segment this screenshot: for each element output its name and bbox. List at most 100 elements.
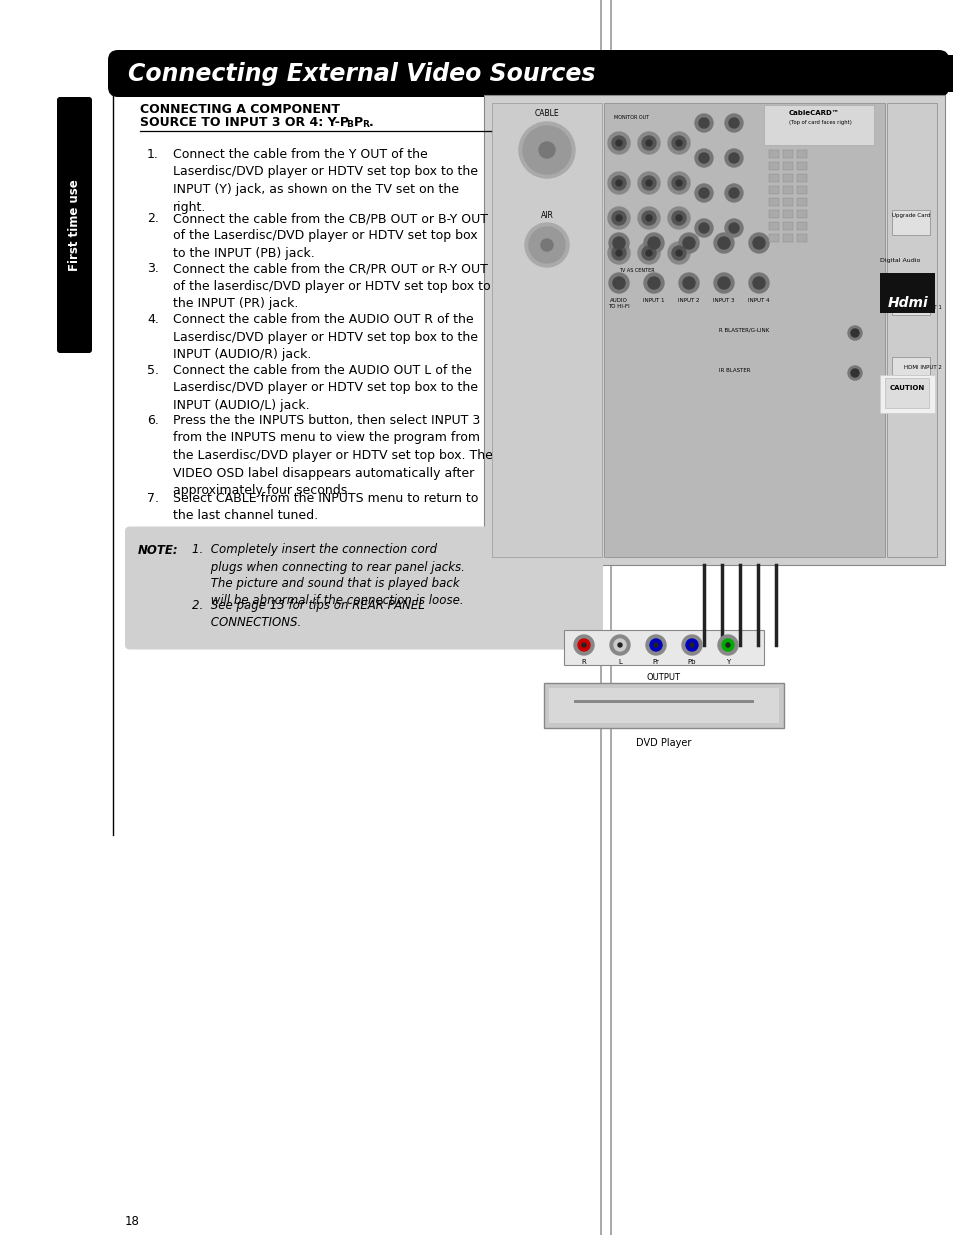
Circle shape [671, 211, 685, 225]
Bar [782, 186, 792, 194]
Circle shape [689, 643, 693, 647]
Circle shape [612, 177, 625, 190]
Circle shape [581, 643, 585, 647]
Text: First time use: First time use [68, 179, 81, 270]
Text: Upgrade Card: Upgrade Card [891, 212, 929, 219]
Text: 4.: 4. [147, 312, 159, 326]
Circle shape [728, 188, 739, 198]
Circle shape [616, 249, 621, 256]
Circle shape [667, 132, 689, 154]
Circle shape [641, 211, 656, 225]
Text: Pr: Pr [652, 659, 659, 664]
Circle shape [612, 246, 625, 261]
Bar [886, 103, 936, 557]
Circle shape [538, 142, 555, 158]
Text: R: R [581, 659, 586, 664]
Circle shape [607, 242, 629, 264]
Circle shape [676, 249, 681, 256]
Bar [574, 700, 753, 703]
Bar [782, 198, 792, 206]
Text: 1.: 1. [147, 148, 159, 161]
Circle shape [616, 140, 621, 146]
Text: 1.  Completely insert the connection cord
     plugs when connecting to rear pan: 1. Completely insert the connection cord… [192, 543, 464, 608]
Circle shape [638, 172, 659, 194]
Text: Connect the cable from the Y OUT of the
Laserdisc/DVD player or HDTV set top box: Connect the cable from the Y OUT of the … [172, 148, 477, 214]
Bar [884, 378, 928, 408]
Bar [782, 210, 792, 219]
Bar [768, 210, 779, 219]
Circle shape [638, 242, 659, 264]
Circle shape [607, 207, 629, 228]
Bar [796, 210, 806, 219]
Circle shape [654, 643, 658, 647]
Circle shape [645, 215, 651, 221]
Circle shape [609, 635, 629, 655]
Bar [563, 630, 763, 664]
Circle shape [724, 184, 742, 203]
Circle shape [647, 237, 659, 249]
Bar [796, 222, 806, 230]
Circle shape [718, 635, 738, 655]
Circle shape [728, 224, 739, 233]
Bar [796, 174, 806, 182]
Circle shape [676, 215, 681, 221]
Circle shape [524, 224, 568, 267]
Text: NOTE:: NOTE: [138, 543, 178, 557]
Circle shape [724, 114, 742, 132]
Text: Y: Y [725, 659, 729, 664]
Bar [796, 198, 806, 206]
Text: 2.: 2. [147, 212, 159, 225]
Bar [483, 95, 944, 564]
Text: IR BLASTER: IR BLASTER [719, 368, 750, 373]
Text: 6.: 6. [147, 414, 159, 427]
Circle shape [695, 184, 712, 203]
Circle shape [695, 219, 712, 237]
Text: HDMI INPUT 1: HDMI INPUT 1 [903, 305, 941, 310]
Circle shape [728, 153, 739, 163]
Circle shape [667, 207, 689, 228]
Circle shape [643, 233, 663, 253]
Circle shape [695, 149, 712, 167]
Circle shape [752, 237, 764, 249]
Text: AUDIO
TO HI-FI: AUDIO TO HI-FI [607, 298, 629, 309]
Circle shape [724, 219, 742, 237]
Circle shape [643, 273, 663, 293]
Circle shape [616, 180, 621, 186]
Circle shape [612, 211, 625, 225]
Text: INPUT 3: INPUT 3 [713, 298, 734, 303]
Circle shape [671, 246, 685, 261]
Bar [782, 162, 792, 170]
Text: Pb: Pb [687, 659, 696, 664]
Bar [782, 222, 792, 230]
Circle shape [718, 277, 729, 289]
Circle shape [647, 277, 659, 289]
Circle shape [847, 326, 862, 340]
Circle shape [748, 233, 768, 253]
Circle shape [638, 207, 659, 228]
Circle shape [638, 132, 659, 154]
Circle shape [699, 119, 708, 128]
Bar [796, 162, 806, 170]
Text: 7.: 7. [147, 492, 159, 505]
Text: TV AS CENTER: TV AS CENTER [618, 268, 654, 273]
Circle shape [522, 126, 571, 174]
Text: DVD Player: DVD Player [636, 739, 691, 748]
Circle shape [699, 153, 708, 163]
Circle shape [667, 172, 689, 194]
Text: R: R [361, 120, 369, 128]
Circle shape [850, 369, 858, 377]
Circle shape [699, 188, 708, 198]
Text: R BLASTER/G-LINK: R BLASTER/G-LINK [719, 329, 768, 333]
Bar [796, 186, 806, 194]
Circle shape [681, 635, 701, 655]
Circle shape [574, 635, 594, 655]
Circle shape [713, 233, 733, 253]
Bar [782, 149, 792, 158]
Circle shape [721, 638, 733, 651]
Text: OUTPUT: OUTPUT [646, 673, 680, 682]
Text: Connect the cable from the CB/PB OUT or B-Y OUT
of the Laserdisc/DVD player or H: Connect the cable from the CB/PB OUT or … [172, 212, 488, 261]
Circle shape [850, 329, 858, 337]
Text: AIR: AIR [540, 211, 553, 220]
Bar [796, 233, 806, 242]
Bar [768, 186, 779, 194]
